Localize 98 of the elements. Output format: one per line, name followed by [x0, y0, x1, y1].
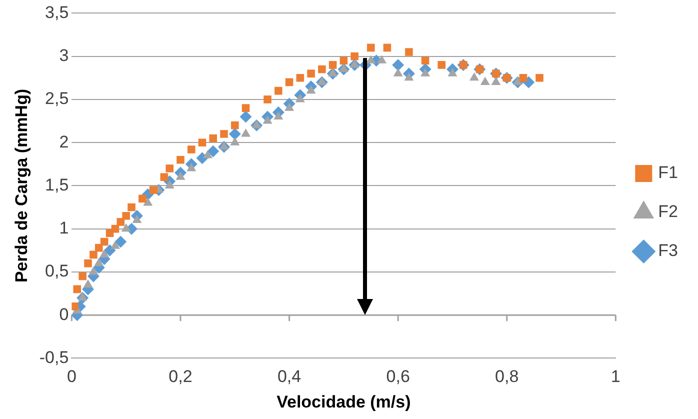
point: [383, 44, 392, 52]
point: [340, 56, 348, 65]
point: [230, 137, 240, 146]
point: [176, 172, 186, 180]
x-tick-label: 0,8: [495, 367, 519, 386]
legend-label: F3: [658, 241, 678, 260]
x-tick-label: 1: [610, 367, 620, 386]
point: [121, 223, 131, 232]
point: [262, 116, 272, 124]
point: [421, 56, 430, 65]
point: [392, 58, 404, 71]
point: [405, 48, 413, 56]
point: [100, 238, 108, 246]
x-tick-label: 0,6: [386, 367, 410, 386]
point: [128, 203, 136, 212]
point: [219, 141, 229, 150]
point: [420, 68, 430, 76]
point: [295, 94, 305, 102]
y-tick-label: 3,5: [45, 2, 69, 22]
point: [285, 78, 294, 86]
point: [111, 224, 120, 233]
point: [404, 72, 414, 81]
point: [95, 244, 103, 252]
point: [480, 76, 490, 85]
y-tick-label: 3: [59, 46, 69, 66]
point: [350, 59, 360, 68]
y-tick-label: 0,5: [45, 262, 69, 281]
x-tick-label: 0,4: [277, 367, 302, 386]
y-tick-label: 1: [59, 218, 69, 238]
point: [78, 292, 88, 301]
y-tick-label: 0: [59, 304, 69, 324]
point: [536, 74, 544, 82]
point: [393, 68, 403, 76]
point: [512, 76, 523, 85]
point: [207, 145, 220, 158]
point: [274, 111, 284, 120]
point: [307, 70, 315, 78]
point: [240, 110, 252, 123]
point: [306, 85, 316, 94]
point: [328, 68, 338, 76]
point: [72, 302, 78, 310]
y-tick-label: -0,5: [39, 348, 69, 367]
point: [438, 61, 446, 69]
legend-label: F2: [658, 202, 678, 222]
y-axis-title: Perda de Carga (mmHg): [12, 88, 31, 283]
point: [241, 128, 251, 137]
point: [143, 197, 153, 206]
point: [230, 121, 239, 130]
point: [519, 74, 528, 82]
point: [186, 162, 196, 172]
point: [166, 164, 174, 172]
point: [73, 285, 82, 294]
point: [338, 64, 348, 72]
point: [132, 214, 142, 223]
point: [350, 52, 358, 60]
point: [88, 266, 98, 275]
point: [149, 186, 158, 194]
point: [84, 259, 92, 268]
x-axis-title: Velocidade (m/s): [276, 392, 411, 412]
x-tick-label: 0,2: [168, 367, 192, 386]
point: [90, 250, 98, 259]
point: [110, 240, 120, 249]
point: [176, 156, 184, 164]
point: [138, 194, 146, 203]
point: [366, 44, 375, 52]
point: [264, 96, 272, 104]
point: [366, 55, 376, 64]
legend-label: F1: [658, 163, 678, 182]
point: [100, 249, 110, 258]
point: [78, 272, 86, 280]
y-tick-label: 2: [59, 132, 69, 152]
point: [242, 104, 250, 112]
point: [228, 128, 241, 140]
point: [469, 72, 479, 81]
point: [448, 68, 458, 76]
point: [209, 134, 218, 142]
point: [284, 102, 294, 111]
point: [187, 146, 196, 154]
y-tick-label: 1,5: [45, 175, 69, 194]
point: [317, 76, 327, 85]
point: [328, 61, 337, 69]
point: [83, 279, 93, 288]
point: [116, 218, 125, 226]
point: [160, 173, 168, 181]
point: [296, 74, 304, 82]
point: [122, 212, 130, 220]
y-tick-label: 2,5: [45, 89, 69, 108]
point: [164, 180, 174, 188]
point: [114, 236, 127, 248]
point: [274, 86, 282, 95]
point: [198, 138, 206, 146]
point: [94, 258, 104, 266]
point: [252, 120, 262, 128]
point: [318, 65, 326, 74]
point: [202, 150, 212, 158]
point: [491, 76, 501, 85]
point: [376, 55, 387, 64]
point: [220, 130, 228, 138]
